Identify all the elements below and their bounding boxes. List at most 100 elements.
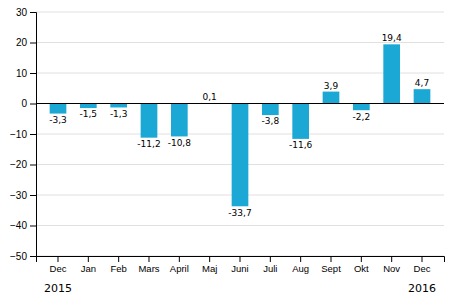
x-tick-mark — [88, 256, 89, 262]
x-tick-label: Feb — [110, 263, 126, 274]
x-tick-label: Juli — [263, 263, 277, 274]
y-tick: −40 — [10, 220, 36, 231]
x-tick-label: Mars — [138, 263, 159, 274]
x-axis-line — [37, 257, 445, 263]
y-tick-label: −50 — [10, 251, 27, 262]
y-tick: −30 — [10, 190, 36, 201]
y-tick-mark — [30, 73, 36, 74]
annotations: 2015 2016 — [44, 282, 436, 295]
bar — [232, 104, 249, 207]
x-tick-label: Sept — [321, 263, 341, 274]
data-label: 3,9 — [324, 81, 339, 91]
data-label: -1,3 — [110, 109, 128, 119]
y-tick-mark — [30, 134, 36, 135]
year-label: 2016 — [408, 282, 436, 295]
x-tick-mark — [179, 256, 180, 262]
y-tick-mark — [30, 195, 36, 196]
grid-line — [36, 225, 444, 226]
x-tick-label: Nov — [383, 263, 400, 274]
x-tick: Feb — [110, 256, 126, 274]
bar — [323, 92, 340, 104]
x-tick: Juli — [263, 256, 277, 274]
data-label: -3,8 — [262, 116, 280, 126]
grid-line — [36, 103, 444, 104]
data-label: 0,1 — [203, 92, 217, 102]
x-tick-label: April — [170, 263, 189, 274]
y-axis-line — [30, 13, 37, 257]
y-tick: 30 — [16, 7, 36, 18]
x-tick: Nov — [383, 256, 400, 274]
y-tick-label: −40 — [10, 220, 27, 231]
bars — [50, 44, 431, 206]
x-tick-mark — [240, 256, 241, 262]
x-tick: Juni — [231, 256, 248, 274]
y-tick: −50 — [10, 251, 36, 262]
y-tick-label: 20 — [16, 37, 28, 48]
y-tick-mark — [30, 12, 36, 13]
y-axis: −50 −40 −30 −20 −10 0 10 20 30 — [10, 7, 36, 262]
bar — [80, 104, 97, 109]
data-label: -2,2 — [353, 112, 371, 122]
x-tick-label: Aug — [292, 263, 309, 274]
x-tick: Aug — [292, 256, 309, 274]
x-tick-mark — [209, 256, 210, 262]
zero-line — [36, 103, 444, 104]
x-tick: April — [170, 256, 189, 274]
x-tick-mark — [118, 256, 119, 262]
y-tick: −10 — [10, 129, 36, 140]
data-label: 4,7 — [415, 78, 429, 88]
x-tick: Dec — [414, 256, 431, 274]
y-tick-label: −30 — [10, 190, 27, 201]
x-tick: Mars — [138, 256, 159, 274]
y-tick-mark — [30, 43, 36, 44]
x-tick-label: Dec — [50, 263, 67, 274]
y-tick: 0 — [21, 98, 36, 109]
data-label: -3,3 — [49, 115, 67, 125]
bar — [353, 104, 370, 111]
y-tick-label: −10 — [10, 129, 27, 140]
grid-line — [36, 73, 444, 74]
x-tick: Maj — [202, 256, 217, 274]
bar — [292, 104, 309, 139]
chart: −50 −40 −30 −20 −10 0 10 20 30 Dec Jan Feb Mars April… — [0, 0, 454, 302]
x-tick-mark — [331, 256, 332, 262]
year-label: 2015 — [44, 282, 72, 295]
y-tick-label: −20 — [10, 159, 27, 170]
data-label: 19,4 — [382, 33, 402, 43]
y-tick: 10 — [16, 68, 36, 79]
bar — [262, 104, 279, 116]
x-tick-mark — [300, 256, 301, 262]
bar — [50, 104, 67, 114]
x-axis: Dec Jan Feb Mars April Maj Juni Juli Aug Sept Okt N… — [37, 256, 445, 274]
y-tick-mark — [30, 226, 36, 227]
x-tick: Okt — [354, 256, 369, 274]
x-tick-mark — [361, 256, 362, 262]
y-tick-mark — [30, 256, 36, 257]
x-tick-label: Dec — [414, 263, 431, 274]
data-label: -1,5 — [80, 109, 98, 119]
grid-line — [36, 12, 444, 13]
data-label: -11,2 — [137, 139, 160, 149]
y-tick-label: 10 — [16, 68, 28, 79]
x-tick: Jan — [81, 256, 96, 274]
bar — [383, 44, 400, 103]
x-tick-mark — [422, 256, 423, 262]
data-label: -33,7 — [228, 208, 251, 218]
x-tick: Sept — [321, 256, 341, 274]
data-label: -11,6 — [289, 140, 313, 150]
y-tick-mark — [30, 104, 36, 105]
x-tick-mark — [270, 256, 271, 262]
bar — [171, 104, 188, 137]
y-tick-label: 30 — [16, 7, 28, 18]
y-tick: 20 — [16, 37, 36, 48]
data-labels: -3,3 -1,5 -1,3 -11,2 -10,8 0,1 -33,7 -3,8 -11,6 3… — [49, 33, 429, 217]
bar — [141, 104, 158, 138]
data-label: -10,8 — [168, 138, 192, 148]
x-tick-label: Jan — [81, 263, 96, 274]
x-tick-mark — [391, 256, 392, 262]
grid — [36, 12, 444, 256]
plot: −50 −40 −30 −20 −10 0 10 20 30 Dec Jan Feb Mars April… — [10, 7, 444, 295]
x-tick-label: Juni — [231, 263, 248, 274]
y-tick: −20 — [10, 159, 36, 170]
bar — [414, 89, 431, 103]
